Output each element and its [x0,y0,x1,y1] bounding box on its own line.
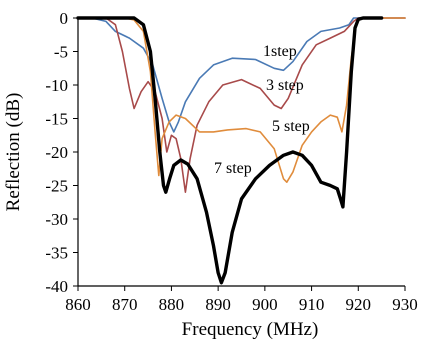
annotation-1step: 1step [263,43,297,60]
x-tick-label: 880 [159,295,185,314]
y-tick-label: -5 [54,43,68,62]
series-lines [76,16,406,285]
x-tick-label: 900 [252,295,278,314]
y-tick-label: -20 [45,143,68,162]
x-tick-label: 860 [65,295,91,314]
x-tick-label: 910 [299,295,325,314]
annotation-5-step: 5 step [272,118,310,135]
y-tick-label: -10 [45,76,68,95]
y-tick-label: -35 [45,244,68,263]
x-tick-label: 920 [346,295,372,314]
y-tick-label: -40 [45,277,68,296]
y-tick-label: -15 [45,110,68,129]
series-line-5-step [77,17,406,183]
x-tick-label: 870 [112,295,138,314]
y-tick-label: 0 [60,9,69,28]
x-tick-label: 890 [205,295,231,314]
series-line-3-step [77,17,406,193]
series-line-7-step [76,16,384,285]
y-tick-label: -30 [45,210,68,229]
series-line-1step [77,17,406,133]
x-axis-label: Frequency (MHz) [182,319,319,340]
annotation-3-step: 3 step [266,77,304,94]
annotation-7-step: 7 step [214,160,252,177]
axes [73,17,406,291]
x-tick-label: 930 [392,295,418,314]
y-tick-label: -25 [45,177,68,196]
y-axis-label: Reflection (dB) [3,93,24,212]
